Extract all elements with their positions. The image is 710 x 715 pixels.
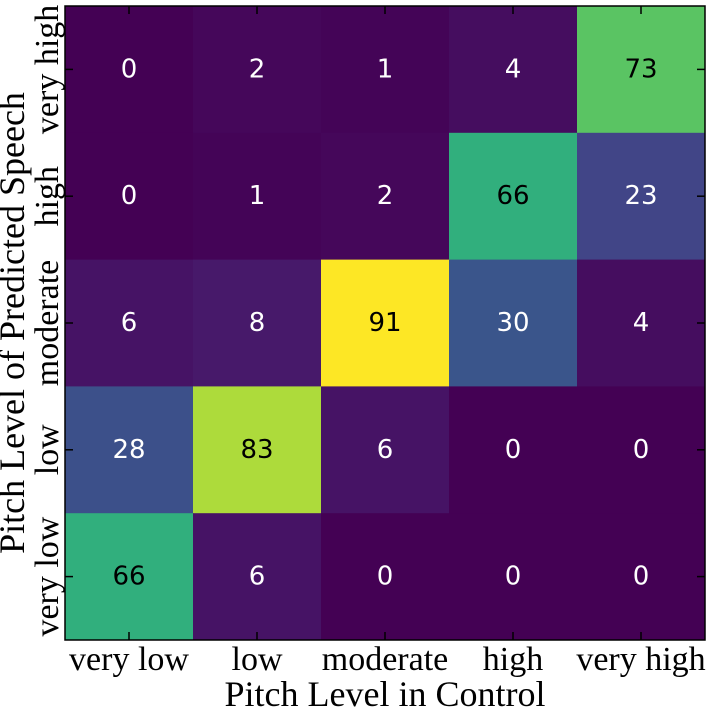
axis-ticks (65, 6, 705, 640)
x-tick-label: moderate (322, 641, 449, 678)
heatmap-cell (193, 513, 322, 641)
heatmap-cell (65, 513, 194, 641)
heatmap-cell (577, 259, 706, 387)
heatmap-cell-value: 6 (121, 308, 138, 338)
heatmap-cell (577, 6, 706, 134)
heatmap-cell-value: 30 (496, 308, 529, 338)
heatmap-cell-value: 0 (377, 562, 394, 592)
heatmap-cell-value: 23 (624, 181, 657, 211)
heatmap-cell-value: 2 (249, 54, 266, 84)
heatmap-cell (321, 513, 450, 641)
heatmap-cell (449, 513, 578, 641)
heatmap-cell-value: 4 (505, 54, 522, 84)
heatmap-cell (65, 6, 194, 134)
heatmap-cell-value: 0 (121, 54, 138, 84)
heatmap-cell (577, 513, 706, 641)
heatmap-cell (193, 132, 322, 261)
heatmap-cell (321, 386, 450, 514)
heatmap-cell (193, 259, 322, 387)
heatmap-cell (193, 6, 322, 134)
heatmap-cell-value: 0 (505, 435, 522, 465)
heatmap-cell (321, 132, 450, 261)
heatmap-cell (449, 132, 578, 261)
heatmap-cell (577, 132, 706, 261)
heatmap-cell-labels: 0 2 1 4 730 1 2 66 236 8 91 30 428 83 6 0 066 6 0 0 0 (112, 54, 657, 591)
heatmap-cells (65, 6, 706, 641)
heatmap-cell (449, 386, 578, 514)
heatmap-cell (449, 6, 578, 134)
y-tick-label: low (29, 424, 66, 475)
heatmap-cell-value: 0 (633, 562, 650, 592)
heatmap-cell (65, 386, 194, 514)
y-tick-label: very low (29, 516, 66, 636)
heatmap-cell-value: 66 (496, 181, 529, 211)
heatmap-cell-value: 0 (505, 562, 522, 592)
heatmap-cell (193, 386, 322, 514)
heatmap-cell-value: 83 (240, 435, 273, 465)
x-tick-label: very low (69, 641, 189, 678)
heatmap-cell (449, 259, 578, 387)
x-tick-label: high (483, 641, 543, 678)
heatmap-cell-value: 8 (249, 308, 266, 338)
x-tick-label: low (232, 641, 283, 678)
heatmap-cell-value: 6 (249, 562, 266, 592)
y-axis-title: Pitch Level of Predicted Speech (0, 92, 32, 554)
heatmap-cell-value: 28 (112, 435, 145, 465)
x-tick-label: very high (576, 641, 705, 678)
heatmap-cell (321, 6, 450, 134)
x-tick-labels: very low low moderate high very high (69, 641, 706, 678)
heatmap-cell-value: 1 (249, 181, 266, 211)
heatmap-cell-value: 2 (377, 181, 394, 211)
heatmap-cell (65, 132, 194, 261)
heatmap-cell-value: 91 (368, 308, 401, 338)
heatmap-cell-value: 73 (624, 54, 657, 84)
heatmap-cell-value: 4 (633, 308, 650, 338)
heatmap-cell-value: 1 (377, 54, 394, 84)
heatmap-cell (65, 259, 194, 387)
y-tick-label: high (29, 166, 66, 226)
heatmap-cell-value: 0 (633, 435, 650, 465)
heatmap-cell-value: 66 (112, 562, 145, 592)
y-tick-label: very high (29, 5, 66, 134)
y-tick-label: moderate (29, 260, 66, 387)
x-axis-title: Pitch Level in Control (225, 674, 546, 714)
heatmap-cell (321, 259, 450, 387)
heatmap-cell-value: 6 (377, 435, 394, 465)
heatmap-cell (577, 386, 706, 514)
y-tick-labels: very high high moderate low very low (29, 5, 66, 637)
heatmap-cell-value: 0 (121, 181, 138, 211)
